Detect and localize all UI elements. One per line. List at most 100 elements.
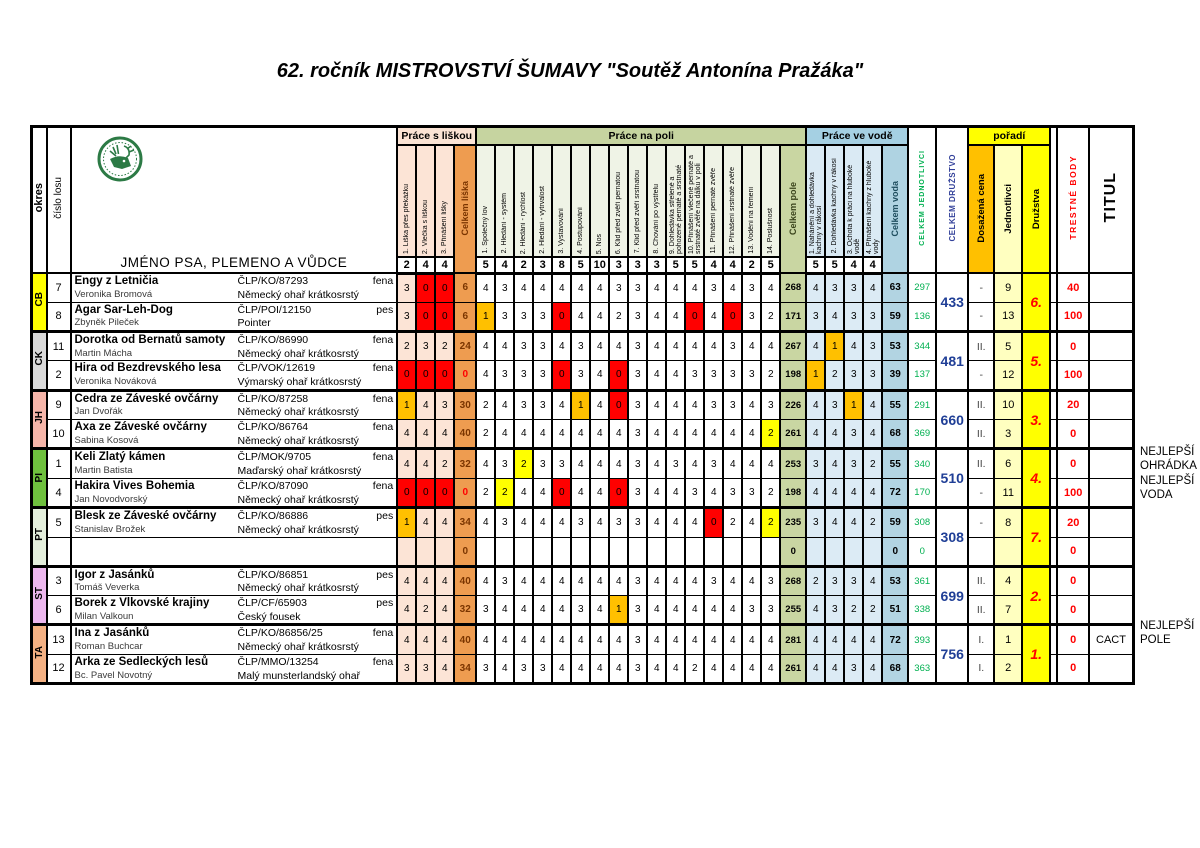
field-score-cell: 4 (665, 330, 687, 362)
breed-name: Německý ohař krátkosrstý (237, 524, 359, 537)
field-score-cell: 4 (532, 477, 554, 510)
water-total-cell: 59 (881, 301, 910, 333)
field-col-header: 3. Vystavování (551, 143, 573, 258)
field-score-cell: 4 (589, 565, 611, 597)
price-cell: II. (967, 389, 996, 421)
penalty-cell: 0 (1056, 536, 1091, 568)
field-score-cell: 4 (684, 624, 706, 655)
fox-score-cell: 4 (434, 507, 456, 538)
title-cell (1088, 477, 1135, 510)
field-score-cell: 1 (570, 389, 592, 421)
field-score-cell: 4 (589, 330, 611, 362)
dog-entry-cell: Engy z Letničia ČLP/KO/87293 fena Veronika … (69, 272, 399, 303)
field-score-cell: 4 (703, 419, 725, 451)
title-cell (1088, 301, 1135, 333)
field-total-cell: 226 (779, 389, 808, 421)
sex-label: fena (372, 362, 394, 375)
price-cell: I. (967, 624, 996, 655)
field-col-header: 10. Přinášení vlečené pernaté a srstnaté… (684, 143, 706, 258)
dog-entry-cell: Borek z Vlkovské krajiny ČLP/CF/65903 pes M… (69, 595, 399, 627)
sex-label: fena (372, 655, 394, 668)
field-score-cell: 2 (760, 419, 782, 451)
team-rank-cell: 5. (1021, 330, 1052, 392)
field-score-cell: 3 (570, 360, 592, 392)
field-total-cell: 261 (779, 653, 808, 686)
field-score-cell: 4 (703, 653, 725, 686)
handler-name: Sabina Kosová (74, 434, 139, 446)
field-score-cell: 4 (665, 477, 687, 510)
field-score-cell: 3 (570, 595, 592, 627)
team-rank-header: Družstva (1021, 143, 1052, 274)
field-score-cell: 4 (494, 389, 516, 421)
field-score-cell: 4 (494, 330, 516, 362)
dog-name: Borek z Vlkovské krajiny (74, 597, 210, 610)
individual-rank-cell: 6 (993, 448, 1024, 479)
field-score-cell: 3 (627, 477, 649, 510)
handler-name: Milan Valkoun (74, 610, 134, 622)
field-score-cell: 4 (665, 565, 687, 597)
breed-name: Německý ohař krátkosrstý (237, 582, 359, 595)
field-score-cell (760, 536, 782, 568)
fox-score-cell: 2 (415, 595, 437, 627)
handler-name: Bc. Pavel Novotný (74, 669, 153, 681)
field-score-cell (684, 536, 706, 568)
fox-score-cell: 0 (396, 477, 418, 510)
field-score-cell: 1 (608, 595, 630, 627)
handler-name: Tomáš Veverka (74, 582, 140, 594)
field-score-cell (722, 536, 744, 568)
field-score-cell: 2 (760, 301, 782, 333)
individual-total-cell: 369 (907, 419, 938, 451)
fox-total-cell: 24 (453, 330, 478, 362)
field-score-cell: 2 (722, 507, 744, 538)
field-score-cell: 4 (608, 624, 630, 655)
field-score-cell: 4 (589, 389, 611, 421)
field-score-cell: 4 (741, 330, 763, 362)
field-score-cell: 4 (589, 419, 611, 451)
fox-score-cell: 3 (415, 653, 437, 686)
handler-name: Stanislav Brožek (74, 524, 146, 536)
field-score-cell: 4 (551, 330, 573, 362)
field-score-cell: 4 (494, 595, 516, 627)
field-score-cell: 4 (684, 389, 706, 421)
penalty-cell: 0 (1056, 653, 1091, 686)
field-score-cell: 3 (608, 272, 630, 303)
fox-col-header: 1. Liška přes překážku (396, 143, 418, 258)
field-score-cell: 4 (703, 477, 725, 510)
registration-number: ČLP/POI/12150 (237, 303, 312, 316)
water-col-header: 4. Přinášení kachny z hluboké vody (862, 143, 884, 258)
team-total-cell: 756 (935, 624, 970, 686)
handler-name: Veronika Nováková (74, 376, 157, 388)
fox-coef: 4 (415, 256, 437, 275)
fox-score-cell (434, 536, 456, 568)
sex-label: pes (376, 568, 394, 581)
field-score-cell: 3 (703, 272, 725, 303)
water-score-cell: 4 (805, 653, 827, 686)
field-score-cell: 4 (760, 653, 782, 686)
field-score-cell: 3 (684, 360, 706, 392)
cmmj-logo-icon (97, 136, 142, 182)
water-group-header: Práce ve vodě (805, 125, 910, 146)
spacer-cell (1049, 595, 1059, 627)
field-score-cell: 4 (741, 507, 763, 538)
team-total-cell: 699 (935, 565, 970, 627)
breed-name: Německý ohař krátkosrstý (237, 493, 359, 506)
field-score-cell: 3 (513, 389, 535, 421)
okres-cell: TA (30, 624, 48, 686)
field-col-header: 2. Hledání - systém (494, 143, 516, 258)
team-rank-cell: 3. (1021, 389, 1052, 451)
water-score-cell (862, 536, 884, 568)
field-score-cell: 4 (722, 448, 744, 479)
individual-total-cell: 393 (907, 624, 938, 655)
okres-cell: JH (30, 389, 48, 451)
fox-score-cell: 4 (415, 624, 437, 655)
fox-score-cell: 4 (415, 389, 437, 421)
water-score-cell: 1 (824, 330, 846, 362)
water-score-cell: 4 (843, 477, 865, 510)
water-coef: 5 (805, 256, 827, 275)
water-score-cell: 3 (843, 360, 865, 392)
field-score-cell: 3 (741, 272, 763, 303)
fox-score-cell: 4 (434, 624, 456, 655)
spacer-cell (1049, 419, 1059, 451)
fox-score-cell: 4 (396, 624, 418, 655)
draw-number-cell: 10 (45, 419, 72, 451)
